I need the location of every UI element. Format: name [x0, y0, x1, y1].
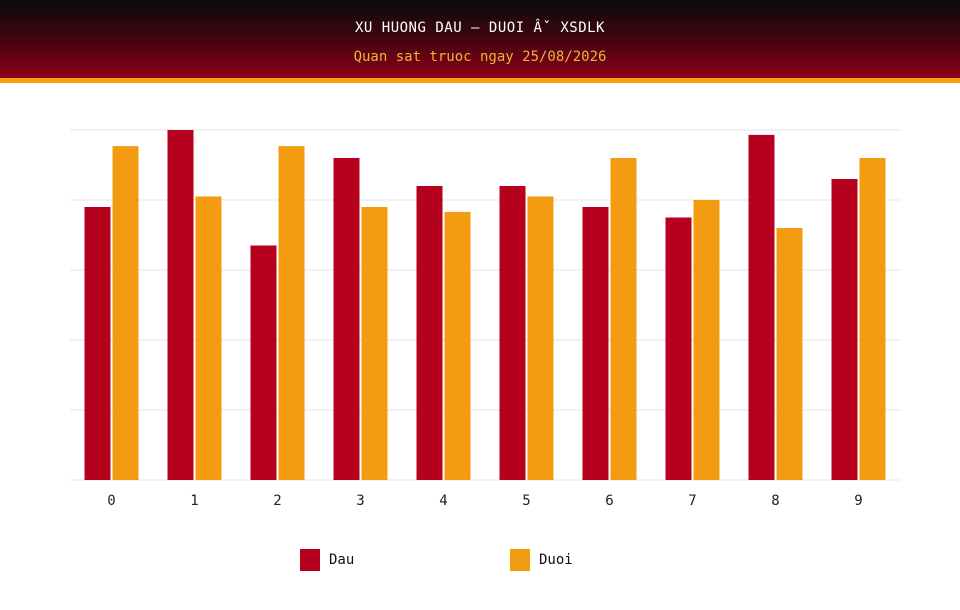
bar-duoi-0[interactable] — [112, 146, 139, 480]
legend-swatch-dau — [300, 549, 320, 571]
legend-item-dau[interactable]: Dau — [300, 549, 354, 571]
bar-dau-8[interactable] — [748, 134, 775, 480]
bar-dau-0[interactable] — [84, 207, 111, 480]
legend-item-duoi[interactable]: Duoi — [510, 549, 573, 571]
x-tick-label: 9 — [854, 493, 862, 509]
x-tick-label: 4 — [439, 493, 447, 509]
x-tick-label: 7 — [688, 493, 696, 509]
x-tick-label: 2 — [273, 493, 281, 509]
gridlines — [70, 129, 900, 481]
bar-duoi-9[interactable] — [859, 158, 886, 480]
chart-title: XU HUONG DAU – DUOI Âˇ XSDLK — [354, 20, 605, 36]
chart-header: XU HUONG DAU – DUOI Âˇ XSDLK Quan sat tr… — [0, 0, 960, 83]
legend-swatch-duoi — [510, 549, 530, 571]
bar-duoi-1[interactable] — [195, 196, 222, 481]
x-tick-label: 1 — [190, 493, 198, 509]
bar-dau-6[interactable] — [582, 207, 609, 480]
legend: Dau Duoi — [0, 549, 960, 573]
bar-dau-3[interactable] — [333, 158, 360, 480]
x-tick-label: 5 — [522, 493, 530, 509]
bar-dau-1[interactable] — [167, 130, 194, 480]
x-tick-label: 8 — [771, 493, 779, 509]
chart-area: 0 1 2 3 4 5 6 7 8 9 — [0, 83, 960, 523]
x-tick-label: 3 — [356, 493, 364, 509]
bar-chart: 0 1 2 3 4 5 6 7 8 9 — [70, 129, 900, 509]
chart-subtitle: Quan sat truoc ngay 25/08/2026 — [353, 49, 607, 65]
x-tick-label: 6 — [605, 493, 613, 509]
bar-duoi-5[interactable] — [527, 196, 554, 481]
bar-duoi-7[interactable] — [693, 200, 720, 480]
bar-duoi-3[interactable] — [361, 207, 388, 480]
bar-duoi-4[interactable] — [444, 211, 471, 480]
bar-dau-9[interactable] — [831, 179, 858, 480]
bars — [84, 130, 886, 481]
legend-label-dau: Dau — [329, 552, 355, 568]
legend-label-duoi: Duoi — [539, 552, 573, 568]
bar-dau-5[interactable] — [499, 186, 526, 480]
bar-duoi-8[interactable] — [776, 228, 803, 480]
x-tick-label: 0 — [107, 493, 115, 509]
bar-dau-7[interactable] — [665, 217, 692, 481]
bar-duoi-6[interactable] — [610, 158, 637, 480]
x-tick-labels: 0 1 2 3 4 5 6 7 8 9 — [107, 493, 862, 509]
bar-dau-2[interactable] — [250, 245, 277, 481]
bar-duoi-2[interactable] — [278, 146, 305, 480]
bar-dau-4[interactable] — [416, 186, 443, 480]
